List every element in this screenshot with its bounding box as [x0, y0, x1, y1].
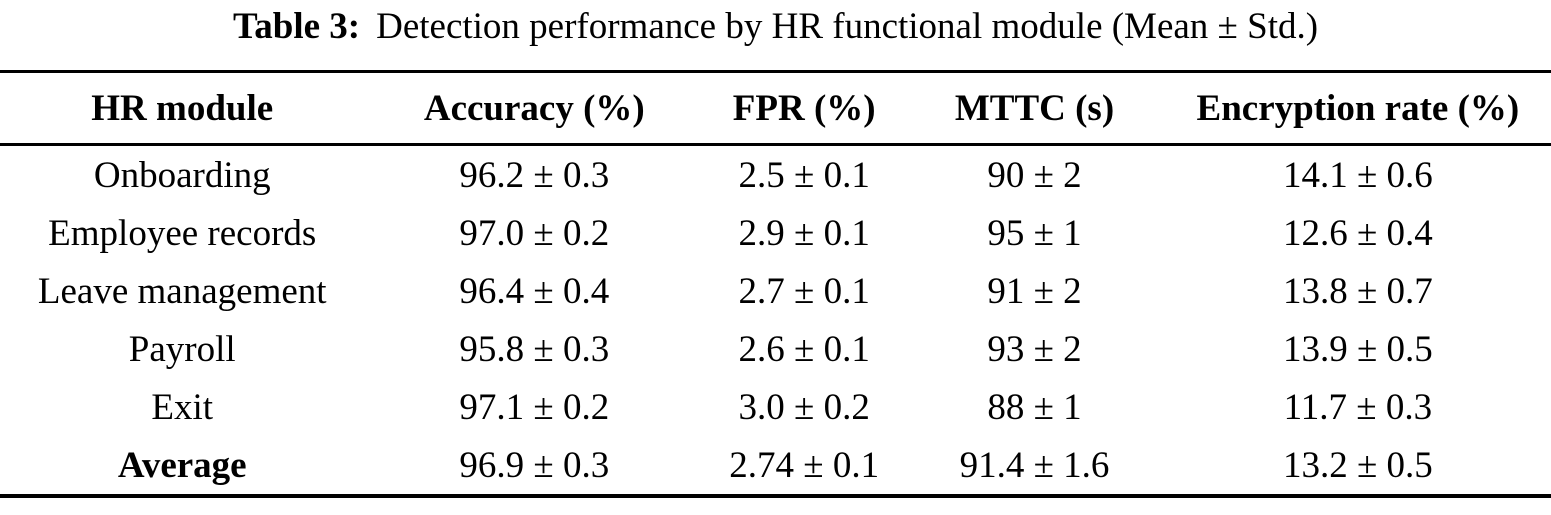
cell-mttc: 91 ± 2: [987, 270, 1082, 312]
cell-encryption-rate: 13.2 ± 0.5: [1164, 436, 1551, 498]
table-row-onboarding: Onboarding 96.2 ± 0.3 2.5 ± 0.1 90 ± 2 1…: [0, 145, 1551, 205]
table-row-average: Average 96.9 ± 0.3 2.74 ± 0.1 91.4 ± 1.6…: [0, 436, 1551, 498]
cell-fpr: 2.7 ± 0.1: [738, 270, 870, 312]
cell-fpr: 2.6 ± 0.1: [738, 328, 870, 370]
cell-module: Leave management: [37, 270, 327, 312]
table-caption: Table 3: Detection performance by HR func…: [0, 0, 1551, 70]
cell-accuracy: 95.8 ± 0.3: [459, 328, 610, 370]
cell-mttc: 93 ± 2: [987, 328, 1082, 370]
table-row-payroll: Payroll 95.8 ± 0.3 2.6 ± 0.1 93 ± 2 13.9…: [0, 320, 1551, 378]
cell-accuracy: 96.4 ± 0.4: [459, 270, 610, 312]
cell-fpr: 2.74 ± 0.1: [704, 436, 905, 498]
cell-encryption-rate: 13.8 ± 0.7: [1282, 270, 1433, 312]
cell-mttc: 95 ± 1: [987, 212, 1082, 254]
cell-module: Employee records: [48, 212, 317, 254]
table-row-exit: Exit 97.1 ± 0.2 3.0 ± 0.2 88 ± 1 11.7 ± …: [0, 378, 1551, 436]
cell-encryption-rate: 12.6 ± 0.4: [1282, 212, 1433, 254]
cell-fpr: 2.5 ± 0.1: [738, 154, 870, 196]
column-header-mttc: MTTC (s): [904, 71, 1165, 146]
caption-label: Table 3:: [232, 6, 361, 47]
cell-module: Exit: [151, 386, 214, 428]
table-row-leave-management: Leave management 96.4 ± 0.4 2.7 ± 0.1 91…: [0, 262, 1551, 320]
column-header-encryption-rate: Encryption rate (%): [1164, 71, 1551, 146]
cell-fpr: 2.9 ± 0.1: [738, 212, 870, 254]
cell-encryption-rate: 11.7 ± 0.3: [1283, 386, 1433, 428]
cell-mttc: 91.4 ± 1.6: [904, 436, 1165, 498]
cell-module: Onboarding: [93, 154, 271, 196]
column-header-hr-module: HR module: [0, 71, 365, 146]
cell-encryption-rate: 14.1 ± 0.6: [1282, 154, 1433, 196]
cell-module: Payroll: [128, 328, 236, 370]
cell-accuracy: 97.0 ± 0.2: [459, 212, 610, 254]
column-header-accuracy: Accuracy (%): [364, 71, 705, 146]
cell-mttc: 90 ± 2: [987, 154, 1082, 196]
caption-text: Detection performance by HR functional m…: [376, 6, 1319, 47]
cell-mttc: 88 ± 1: [987, 386, 1082, 428]
column-header-fpr: FPR (%): [704, 71, 905, 146]
cell-accuracy: 96.9 ± 0.3: [364, 436, 705, 498]
header-row: HR module Accuracy (%) FPR (%) MTTC (s) …: [0, 71, 1551, 146]
cell-accuracy: 96.2 ± 0.3: [459, 154, 610, 196]
cell-encryption-rate: 13.9 ± 0.5: [1282, 328, 1433, 370]
cell-accuracy: 97.1 ± 0.2: [459, 386, 610, 428]
table-row-employee-records: Employee records 97.0 ± 0.2 2.9 ± 0.1 95…: [0, 204, 1551, 262]
cell-module: Average: [0, 436, 365, 498]
cell-fpr: 3.0 ± 0.2: [738, 386, 870, 428]
results-table: HR module Accuracy (%) FPR (%) MTTC (s) …: [0, 70, 1551, 498]
